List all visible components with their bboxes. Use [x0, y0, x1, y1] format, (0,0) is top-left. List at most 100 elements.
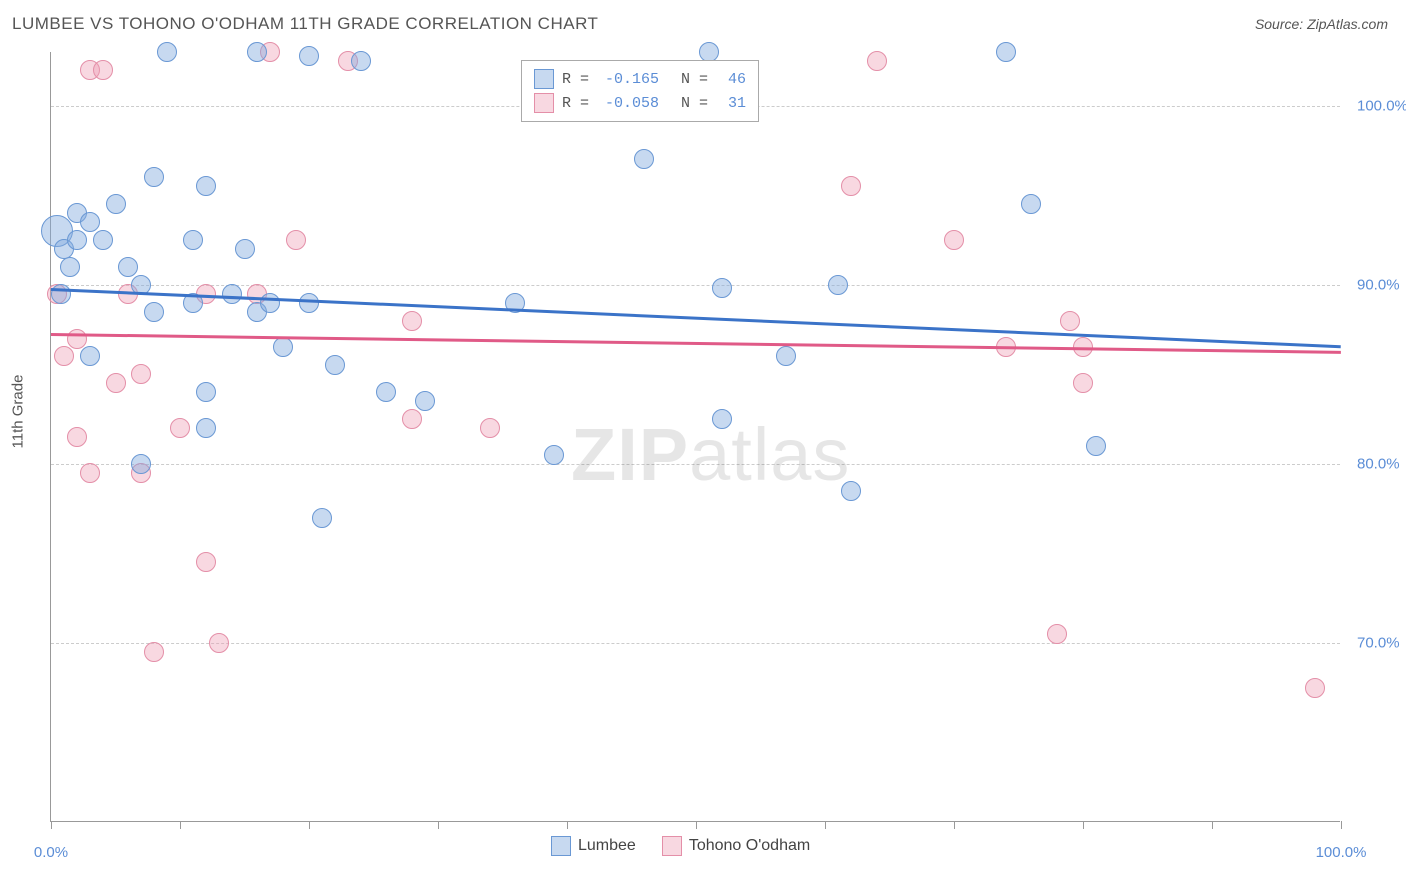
- scatter-point: [867, 51, 887, 71]
- x-tick: [309, 821, 310, 829]
- x-tick: [825, 821, 826, 829]
- x-tick: [51, 821, 52, 829]
- x-tick: [180, 821, 181, 829]
- x-tick: [438, 821, 439, 829]
- x-tick-label: 0.0%: [34, 844, 68, 861]
- x-tick: [696, 821, 697, 829]
- watermark: ZIPatlas: [571, 412, 850, 497]
- chart-plot-area: 70.0%80.0%90.0%100.0%0.0%100.0%ZIPatlasR…: [50, 52, 1340, 822]
- scatter-point: [67, 329, 87, 349]
- x-tick: [1212, 821, 1213, 829]
- scatter-point: [1073, 373, 1093, 393]
- y-axis-label: 11th Grade: [10, 375, 27, 449]
- legend-swatch: [551, 836, 571, 856]
- legend-r-value: -0.058: [597, 95, 659, 112]
- scatter-point: [634, 149, 654, 169]
- scatter-point: [841, 481, 861, 501]
- scatter-point: [157, 42, 177, 62]
- scatter-point: [54, 346, 74, 366]
- scatter-point: [325, 355, 345, 375]
- series-legend: Lumbee Tohono O'odham: [551, 836, 810, 856]
- gridline: [51, 643, 1340, 644]
- scatter-point: [1305, 678, 1325, 698]
- legend-swatch: [662, 836, 682, 856]
- chart-title: LUMBEE VS TOHONO O'ODHAM 11TH GRADE CORR…: [12, 14, 598, 34]
- legend-row: R = -0.058 N = 31: [534, 91, 746, 115]
- legend-swatch: [534, 69, 554, 89]
- scatter-point: [712, 409, 732, 429]
- scatter-point: [1086, 436, 1106, 456]
- legend-label: Lumbee: [578, 837, 636, 855]
- scatter-point: [60, 257, 80, 277]
- scatter-point: [196, 176, 216, 196]
- scatter-point: [93, 60, 113, 80]
- scatter-point: [196, 382, 216, 402]
- scatter-point: [222, 284, 242, 304]
- legend-item: Lumbee: [551, 836, 636, 856]
- scatter-point: [80, 346, 100, 366]
- y-tick-label: 100.0%: [1357, 97, 1406, 114]
- scatter-point: [996, 42, 1016, 62]
- scatter-point: [106, 373, 126, 393]
- scatter-point: [828, 275, 848, 295]
- scatter-point: [312, 508, 332, 528]
- scatter-point: [170, 418, 190, 438]
- legend-label: Tohono O'odham: [689, 837, 810, 855]
- scatter-point: [196, 418, 216, 438]
- scatter-point: [944, 230, 964, 250]
- scatter-point: [544, 445, 564, 465]
- legend-n-label: N =: [681, 71, 708, 88]
- x-tick: [1083, 821, 1084, 829]
- x-tick: [567, 821, 568, 829]
- scatter-point: [67, 427, 87, 447]
- scatter-point: [376, 382, 396, 402]
- y-tick-label: 80.0%: [1357, 455, 1400, 472]
- legend-item: Tohono O'odham: [662, 836, 810, 856]
- x-tick-label: 100.0%: [1316, 844, 1367, 861]
- scatter-point: [106, 194, 126, 214]
- scatter-point: [841, 176, 861, 196]
- scatter-point: [699, 42, 719, 62]
- scatter-point: [776, 346, 796, 366]
- x-tick: [954, 821, 955, 829]
- scatter-point: [144, 302, 164, 322]
- scatter-point: [247, 42, 267, 62]
- legend-r-label: R =: [562, 95, 589, 112]
- scatter-point: [273, 337, 293, 357]
- legend-r-label: R =: [562, 71, 589, 88]
- scatter-point: [80, 463, 100, 483]
- scatter-point: [1021, 194, 1041, 214]
- y-tick-label: 70.0%: [1357, 634, 1400, 651]
- scatter-point: [196, 552, 216, 572]
- scatter-point: [93, 230, 113, 250]
- y-tick-label: 90.0%: [1357, 276, 1400, 293]
- scatter-point: [51, 284, 71, 304]
- scatter-point: [1060, 311, 1080, 331]
- scatter-point: [80, 212, 100, 232]
- correlation-legend: R =-0.165N =46R =-0.058N =31: [521, 60, 759, 122]
- gridline: [51, 285, 1340, 286]
- scatter-point: [402, 409, 422, 429]
- legend-n-value: 46: [716, 71, 746, 88]
- scatter-point: [286, 230, 306, 250]
- scatter-point: [118, 257, 138, 277]
- legend-n-value: 31: [716, 95, 746, 112]
- scatter-point: [144, 167, 164, 187]
- scatter-point: [183, 230, 203, 250]
- scatter-point: [235, 239, 255, 259]
- gridline: [51, 464, 1340, 465]
- scatter-point: [299, 293, 319, 313]
- x-tick: [1341, 821, 1342, 829]
- legend-n-label: N =: [681, 95, 708, 112]
- scatter-point: [260, 293, 280, 313]
- scatter-point: [480, 418, 500, 438]
- scatter-point: [67, 230, 87, 250]
- scatter-point: [1047, 624, 1067, 644]
- scatter-point: [351, 51, 371, 71]
- scatter-point: [299, 46, 319, 66]
- trend-line: [51, 288, 1341, 348]
- scatter-point: [144, 642, 164, 662]
- scatter-point: [402, 311, 422, 331]
- scatter-point: [209, 633, 229, 653]
- header: LUMBEE VS TOHONO O'ODHAM 11TH GRADE CORR…: [12, 14, 1388, 34]
